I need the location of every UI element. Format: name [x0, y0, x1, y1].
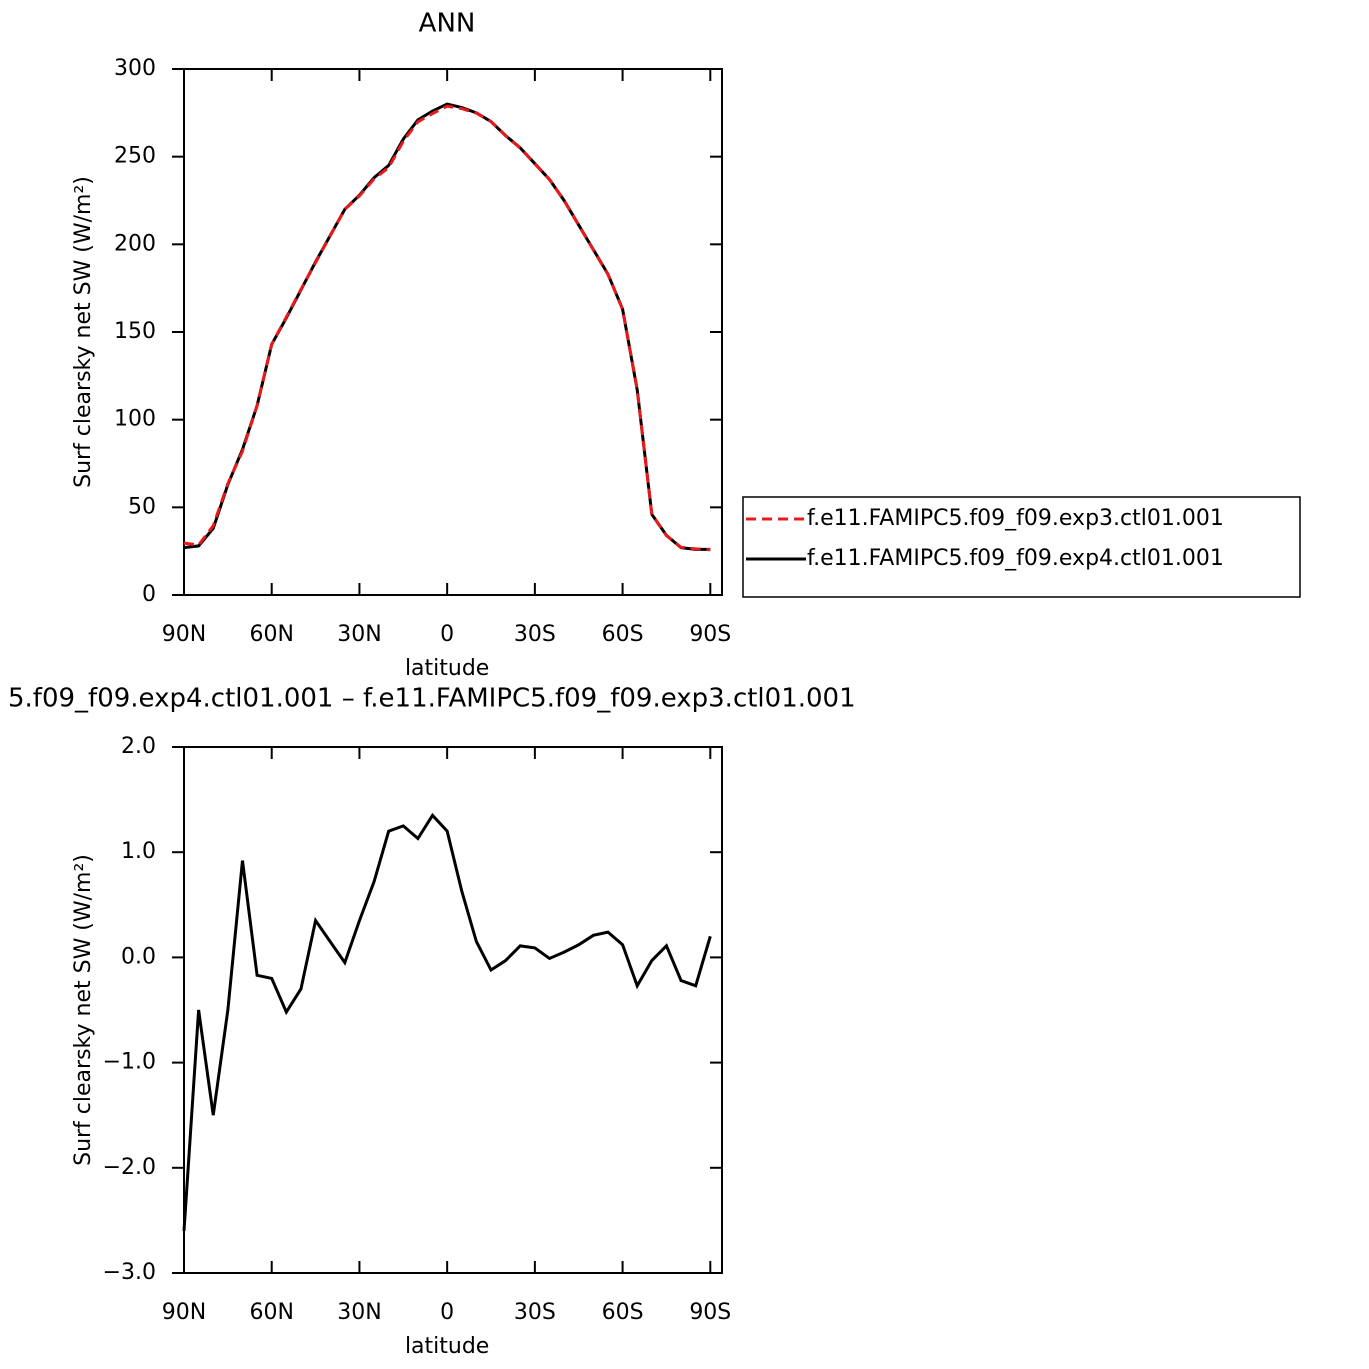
y-tick-label: 0.0	[121, 944, 156, 969]
y-tick-label: −2.0	[103, 1155, 156, 1180]
x-tick-label: 60S	[602, 622, 644, 647]
x-tick-label: 90S	[689, 622, 731, 647]
legend-label: f.e11.FAMIPC5.f09_f09.exp3.ctl01.001	[807, 506, 1224, 531]
x-tick-label: 90N	[162, 622, 206, 647]
y-tick-label: 2.0	[121, 734, 156, 759]
data-line	[183, 104, 711, 552]
x-tick-label: 30S	[514, 1300, 556, 1325]
x-tick-label: 30S	[514, 622, 556, 647]
y-tick-label: 300	[114, 56, 156, 81]
x-tick-label: 90N	[162, 1300, 206, 1325]
chart-title: ANN	[419, 9, 476, 39]
legend-box	[742, 496, 1301, 598]
x-tick-label: 30N	[337, 1300, 381, 1325]
plot-frame	[183, 746, 723, 1274]
x-tick-label: 0	[440, 622, 454, 647]
x-axis-label: latitude	[405, 1334, 489, 1359]
y-axis-label: Surf clearsky net SW (W/m²)	[71, 176, 96, 488]
chart-title: 5.f09_f09.exp4.ctl01.001 – f.e11.FAMIPC5…	[8, 684, 856, 714]
y-tick-label: 150	[114, 319, 156, 344]
x-tick-label: 60S	[602, 1300, 644, 1325]
x-tick-label: 60N	[249, 1300, 293, 1325]
x-tick-label: 30N	[337, 622, 381, 647]
y-tick-label: 50	[128, 494, 156, 519]
x-axis-label: latitude	[405, 656, 489, 681]
y-tick-label: −3.0	[103, 1260, 156, 1285]
y-tick-label: 200	[114, 231, 156, 256]
y-tick-label: −1.0	[103, 1050, 156, 1075]
y-tick-label: 100	[114, 407, 156, 432]
plot-frame	[183, 68, 723, 596]
data-line	[182, 812, 712, 1232]
legend-label: f.e11.FAMIPC5.f09_f09.exp4.ctl01.001	[807, 546, 1224, 571]
x-tick-label: 60N	[249, 622, 293, 647]
y-tick-label: 0	[142, 582, 156, 607]
x-tick-label: 90S	[689, 1300, 731, 1325]
x-tick-label: 0	[440, 1300, 454, 1325]
y-axis-label: Surf clearsky net SW (W/m²)	[71, 854, 96, 1166]
y-tick-label: 1.0	[121, 839, 156, 864]
data-line	[183, 102, 711, 551]
y-tick-label: 250	[114, 144, 156, 169]
